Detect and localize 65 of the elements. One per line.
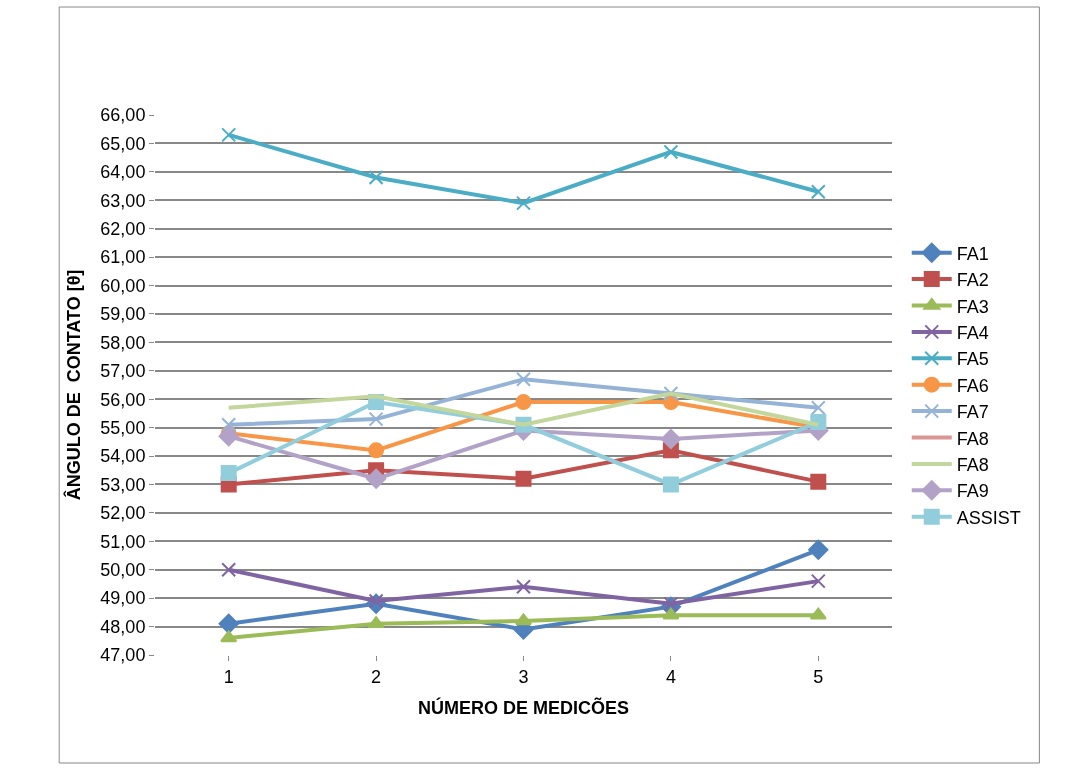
- point: [218, 613, 239, 634]
- point: [662, 476, 679, 493]
- y-tick-label: 50,00: [100, 560, 146, 581]
- y-tick-label: 66,00: [100, 105, 146, 126]
- point: [368, 170, 384, 186]
- y-tick-label: 60,00: [100, 275, 146, 296]
- point: [810, 184, 826, 200]
- point: [663, 144, 679, 160]
- legend-label: FA4: [956, 322, 989, 343]
- legend-label: FA2: [956, 270, 989, 291]
- legend-label: FA8: [956, 454, 989, 475]
- x-tick-label: 1: [223, 666, 234, 687]
- point: [218, 426, 239, 447]
- y-tick-label: 61,00: [100, 247, 146, 268]
- point: [368, 411, 384, 427]
- x-tick-label: 4: [665, 666, 676, 687]
- legend-label: FA3: [956, 296, 989, 317]
- point: [810, 400, 826, 416]
- y-tick-label: 48,00: [100, 616, 146, 637]
- point: [221, 562, 237, 578]
- x-axis-title: NÚMERO DE MEDICÕES: [417, 696, 630, 718]
- legend-label: FA8: [956, 428, 989, 449]
- point: [810, 573, 826, 589]
- point: [516, 371, 531, 387]
- y-tick-label: 63,00: [100, 190, 146, 211]
- x-tick-label: 2: [371, 666, 382, 687]
- y-tick-label: 65,00: [100, 133, 146, 154]
- point: [221, 127, 237, 143]
- y-tick-label: 56,00: [100, 389, 146, 410]
- y-tick-label: 52,00: [100, 503, 146, 524]
- legend-label: FA9: [956, 481, 989, 502]
- y-tick-label: 53,00: [100, 474, 146, 495]
- point: [809, 607, 827, 620]
- point: [221, 417, 237, 433]
- point: [660, 428, 681, 450]
- y-tick-label: 64,00: [100, 162, 146, 183]
- y-tick-label: 57,00: [100, 361, 146, 382]
- point: [220, 465, 237, 482]
- x-tick-label: 3: [518, 666, 529, 687]
- y-tick-label: 59,00: [100, 304, 146, 325]
- point: [515, 470, 532, 487]
- point: [515, 394, 532, 411]
- y-tick-label: 54,00: [100, 446, 146, 467]
- point: [220, 630, 238, 643]
- legend-label: ASSIST: [956, 507, 1021, 528]
- point: [663, 386, 679, 402]
- y-tick-label: 49,00: [100, 588, 146, 609]
- y-tick-label: 62,00: [100, 218, 146, 239]
- legend-label: FA1: [956, 243, 989, 264]
- point: [516, 195, 531, 211]
- y-tick-label: 47,00: [100, 645, 146, 666]
- point: [810, 473, 827, 490]
- y-tick-label: 51,00: [100, 531, 146, 552]
- point: [808, 539, 829, 560]
- legend-label: FA5: [956, 349, 989, 370]
- point: [662, 607, 680, 620]
- legend-label: FA6: [956, 375, 989, 396]
- point: [516, 579, 531, 595]
- y-tick-label: 55,00: [100, 417, 146, 438]
- y-tick-label: 58,00: [100, 332, 146, 353]
- y-axis-title: ÂNGULO DE CONTATO [θ]: [62, 269, 84, 501]
- point: [366, 468, 387, 489]
- legend-label: FA7: [956, 402, 989, 423]
- point: [368, 442, 385, 459]
- x-tick-label: 5: [813, 666, 824, 687]
